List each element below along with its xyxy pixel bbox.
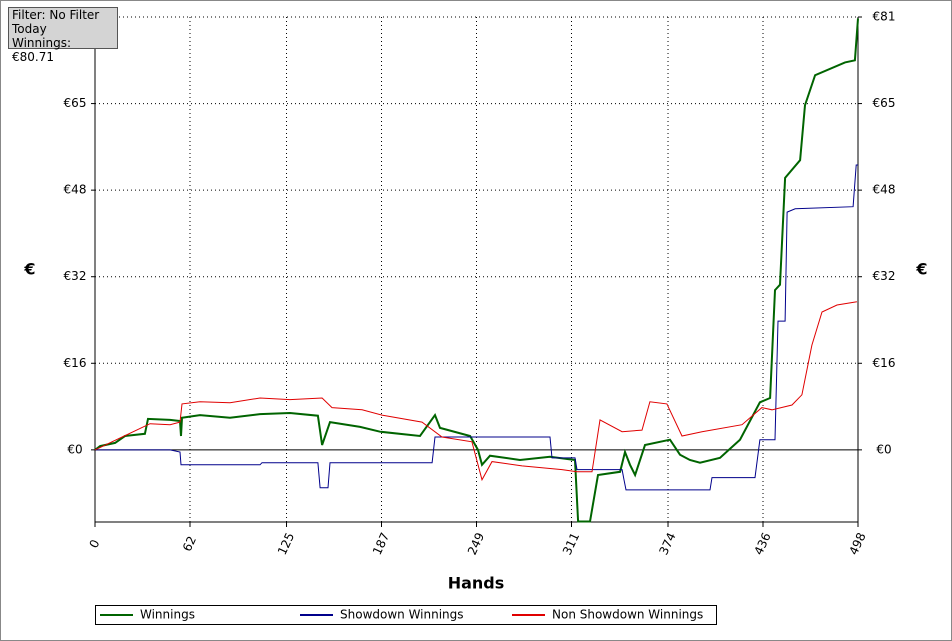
x-tick-label: 62 <box>180 534 199 554</box>
series-line <box>95 164 858 491</box>
y2-tick-label: €81 <box>873 10 896 24</box>
series-line <box>94 301 857 482</box>
y2-tick-label: €32 <box>873 269 896 283</box>
info-line: Today <box>12 22 47 36</box>
y2-tick-label: €0 <box>876 442 891 456</box>
info-box: Filter: No Filter Today Winnings: €80.71 <box>8 7 118 64</box>
y-tick-label: €32 <box>64 269 87 283</box>
y2-tick-label: €65 <box>873 96 896 110</box>
x-axis-label: Hands <box>448 574 505 593</box>
legend-label: Showdown Winnings <box>340 608 464 622</box>
y-tick-label: €16 <box>64 356 87 370</box>
y2-tick-label: €16 <box>873 356 896 370</box>
info-line: Winnings: €80.71 <box>12 36 71 64</box>
y-axis-label: € <box>23 260 35 279</box>
legend-box <box>95 605 717 625</box>
y-tick-label: €48 <box>64 183 87 197</box>
info-line: Filter: No Filter <box>12 8 100 22</box>
y2-axis-label: € <box>915 260 927 279</box>
legend-label: Winnings <box>140 608 195 622</box>
series-line <box>94 18 859 523</box>
y-tick-label: €65 <box>64 96 87 110</box>
y2-tick-label: €48 <box>873 183 896 197</box>
legend-label: Non Showdown Winnings <box>552 608 703 622</box>
y-tick-label: €0 <box>67 442 82 456</box>
